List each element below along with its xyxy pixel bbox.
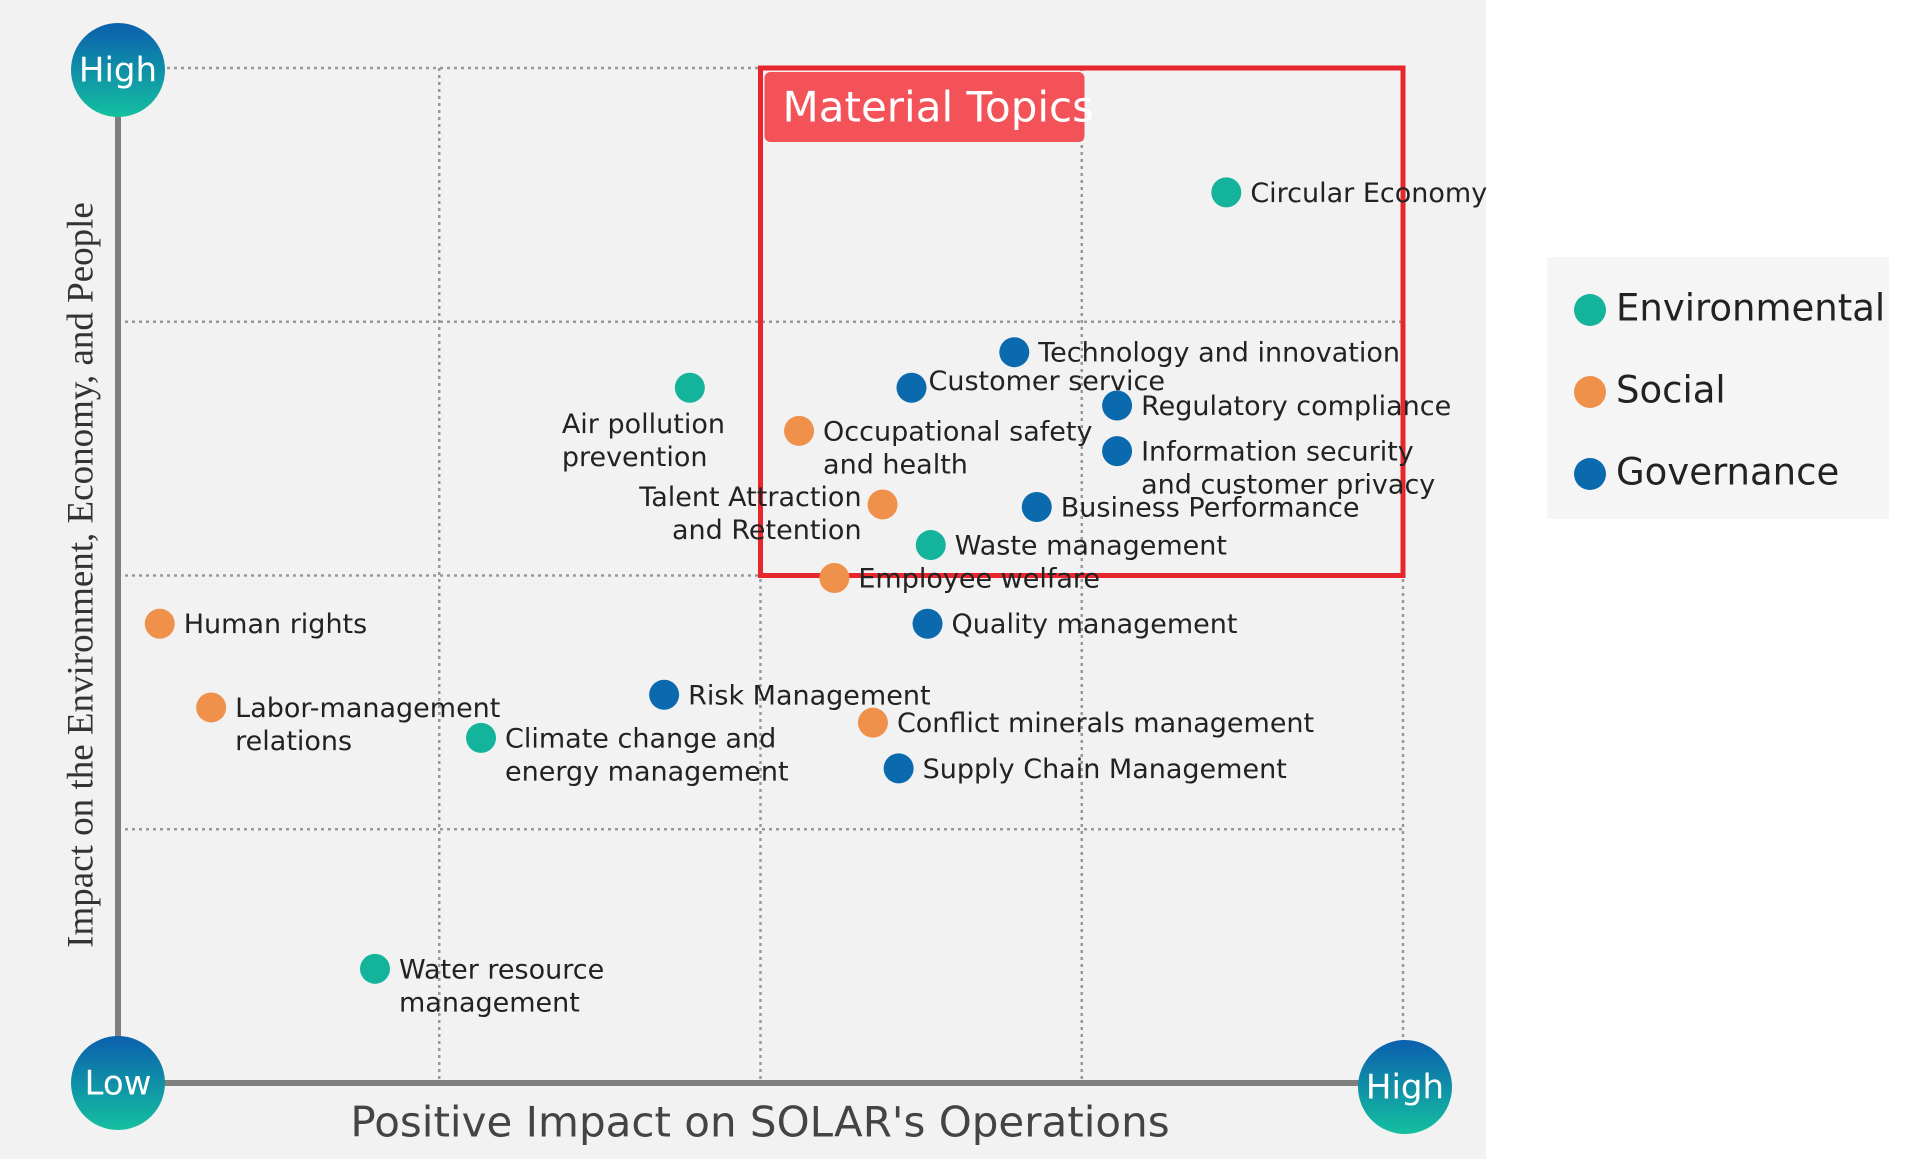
point-label: Employee welfare xyxy=(858,564,1100,595)
corner-badge xyxy=(1358,1040,1452,1134)
point-label: Climate change and xyxy=(505,723,776,754)
point-label: Human rights xyxy=(184,609,367,640)
corner-label: Low xyxy=(85,1064,152,1104)
data-point xyxy=(196,692,227,723)
data-point xyxy=(857,707,888,738)
legend-label: Governance xyxy=(1616,451,1839,494)
data-point xyxy=(896,372,927,403)
point-label: Water resource xyxy=(399,954,604,985)
legend-label: Environmental xyxy=(1616,287,1885,330)
data-point xyxy=(649,679,680,710)
data-point xyxy=(915,530,946,561)
point-label: Risk Management xyxy=(688,680,930,711)
corner-label: High xyxy=(1366,1068,1444,1108)
data-point xyxy=(674,372,705,403)
point-label: Information security xyxy=(1141,437,1414,468)
data-point xyxy=(1102,390,1133,421)
highlight-label: Material Topics xyxy=(783,83,1095,132)
highlight-label-bg xyxy=(764,72,1085,142)
point-label: Circular Economy xyxy=(1250,178,1487,209)
point-label: Customer service xyxy=(928,366,1164,397)
point-label: Technology and innovation xyxy=(1037,338,1400,369)
data-point xyxy=(1102,436,1133,467)
point-label: Quality management xyxy=(952,609,1238,640)
legend-marker xyxy=(1574,294,1606,326)
point-label: and Retention xyxy=(672,515,862,546)
point-label: Talent Attraction xyxy=(638,482,861,513)
point-label: Waste management xyxy=(955,531,1227,562)
point-label: relations xyxy=(235,726,352,757)
data-point xyxy=(360,953,390,984)
data-point xyxy=(466,722,497,753)
point-label: Conflict minerals management xyxy=(897,708,1314,739)
data-point xyxy=(867,489,898,520)
legend-marker xyxy=(1574,458,1606,490)
point-label: prevention xyxy=(562,442,708,473)
corner-label: High xyxy=(79,51,157,91)
point-label: and customer privacy xyxy=(1141,470,1435,501)
point-label: and health xyxy=(823,449,968,480)
data-point xyxy=(1211,177,1242,208)
point-label: management xyxy=(399,987,580,1018)
data-point xyxy=(784,415,815,446)
data-point xyxy=(912,608,943,639)
data-point xyxy=(819,563,850,594)
plot-background xyxy=(0,0,1486,1159)
data-point xyxy=(1021,491,1052,522)
point-label: Supply Chain Management xyxy=(923,754,1287,785)
legend-label: Social xyxy=(1616,369,1726,412)
legend-marker xyxy=(1574,376,1606,408)
data-point xyxy=(999,337,1030,368)
point-label: Occupational safety xyxy=(823,416,1092,447)
highlight-box xyxy=(758,65,1406,578)
point-label: Regulatory compliance xyxy=(1141,391,1451,422)
point-label: Business Performance xyxy=(1061,492,1360,523)
x-axis-title: Positive Impact on SOLAR's Operations xyxy=(350,1098,1169,1147)
point-label: Labor-management xyxy=(235,693,500,724)
data-point xyxy=(883,753,914,784)
corner-badge xyxy=(71,1036,165,1130)
y-axis-title: Impact on the Environment, Economy, and … xyxy=(60,202,101,948)
point-label: energy management xyxy=(505,756,789,787)
data-point xyxy=(144,608,175,639)
point-label: Air pollution xyxy=(562,409,725,440)
corner-badge xyxy=(71,23,165,117)
